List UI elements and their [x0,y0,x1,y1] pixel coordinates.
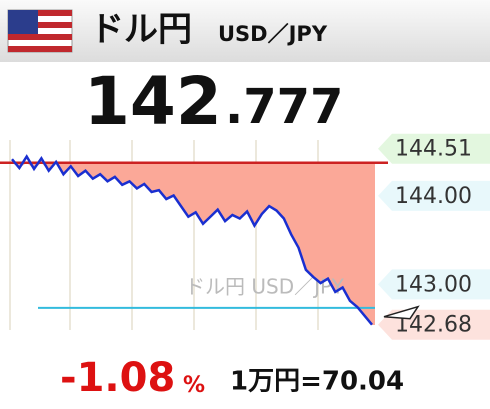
header-bg [0,0,490,62]
change-unit: % [183,373,205,398]
title: ドル円 [90,10,192,50]
y-tick-tag [378,269,490,300]
conversion: 1万円=70.04 [230,367,404,397]
pair: USD／JPY [218,22,328,46]
y-tick-label: 144.00 [395,184,472,209]
watermark: ドル円 USD／JPY [185,275,345,299]
flag [7,9,73,53]
price-main: 142 [84,63,222,140]
price-decimals: .777 [225,79,343,135]
range-fill [12,162,375,325]
high-label: 144.51 [395,137,472,162]
y-tick-label: 143.00 [395,272,472,297]
last-pointer [383,305,420,320]
change: -1.08 [60,355,175,401]
high-tag [378,133,490,164]
y-tick-tag [378,180,490,211]
price-line [11,154,373,326]
